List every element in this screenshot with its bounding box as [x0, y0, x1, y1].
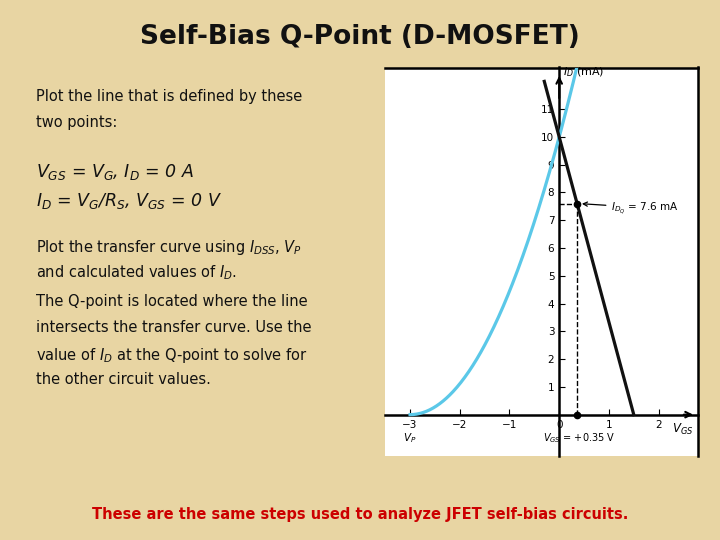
Text: the other circuit values.: the other circuit values.	[36, 372, 211, 387]
Text: and calculated values of $I_D$.: and calculated values of $I_D$.	[36, 264, 237, 282]
Text: $I_{D_Q}$ = 7.6 mA: $I_{D_Q}$ = 7.6 mA	[583, 200, 679, 215]
Text: Self-Bias Q-Point (D-MOSFET): Self-Bias Q-Point (D-MOSFET)	[140, 24, 580, 50]
Text: $V_{GS}$ = $V_G$, $I_D$ = 0 A: $V_{GS}$ = $V_G$, $I_D$ = 0 A	[36, 162, 194, 182]
Text: The Q-point is located where the line: The Q-point is located where the line	[36, 294, 307, 309]
Text: These are the same steps used to analyze JFET self-bias circuits.: These are the same steps used to analyze…	[92, 507, 628, 522]
Text: $V_{GS}$: $V_{GS}$	[672, 422, 693, 437]
Text: two points:: two points:	[36, 115, 117, 130]
Text: intersects the transfer curve. Use the: intersects the transfer curve. Use the	[36, 320, 312, 335]
Text: $I_D$ = $V_G$/$R_S$, $V_{GS}$ = 0 V: $I_D$ = $V_G$/$R_S$, $V_{GS}$ = 0 V	[36, 191, 222, 211]
Text: $V_P$: $V_P$	[403, 431, 417, 445]
Text: Plot the line that is defined by these: Plot the line that is defined by these	[36, 89, 302, 104]
Text: value of $I_D$ at the Q-point to solve for: value of $I_D$ at the Q-point to solve f…	[36, 346, 308, 365]
Text: $V_{GS}$ = +0.35 V: $V_{GS}$ = +0.35 V	[543, 431, 616, 445]
Text: Plot the transfer curve using $I_{DSS}$, $V_P$: Plot the transfer curve using $I_{DSS}$,…	[36, 238, 302, 256]
Text: $I_D$ (mA): $I_D$ (mA)	[563, 65, 605, 79]
